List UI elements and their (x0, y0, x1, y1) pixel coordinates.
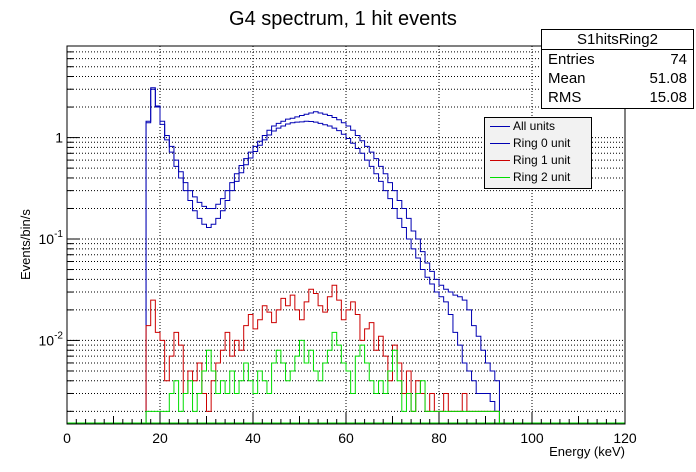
y-axis-label: Events/bin/s (18, 209, 33, 280)
legend-item-all-units: All units (485, 118, 591, 135)
x-tick-label: 20 (152, 430, 168, 446)
x-tick-label: 80 (431, 430, 447, 446)
legend-label: Ring 1 unit (513, 153, 571, 167)
stats-row-rms: RMS 15.08 (542, 88, 693, 107)
series-ring-1-unit (145, 284, 500, 424)
legend-item-ring-2: Ring 2 unit (485, 169, 591, 186)
stats-label: Entries (548, 51, 595, 68)
legend-swatch (490, 177, 510, 178)
stats-value: 74 (670, 51, 687, 68)
stats-row-mean: Mean 51.08 (542, 69, 693, 88)
legend-label: Ring 0 unit (513, 136, 571, 150)
legend: All units Ring 0 unit Ring 1 unit Ring 2… (484, 117, 592, 189)
legend-item-ring-1: Ring 1 unit (485, 152, 591, 169)
legend-swatch (490, 160, 510, 161)
stats-box: S1hitsRing2 Entries 74 Mean 51.08 RMS 15… (541, 29, 694, 109)
y-tick-label: 10-2 (39, 330, 64, 348)
series-ring-2-unit (145, 331, 500, 424)
x-tick-label: 0 (63, 430, 71, 446)
stats-title: S1hitsRing2 (542, 30, 693, 50)
series-all-units (145, 87, 500, 424)
x-axis-label: Energy (keV) (549, 444, 625, 459)
stats-value: 15.08 (649, 89, 687, 106)
chart-title: G4 spectrum, 1 hit events (229, 8, 457, 30)
legend-swatch (490, 126, 510, 127)
x-tick-label: 120 (613, 430, 637, 446)
stats-label: RMS (548, 89, 582, 106)
legend-label: All units (513, 119, 556, 133)
stats-value: 51.08 (649, 70, 687, 87)
series-ring-0-unit (145, 88, 500, 424)
x-tick-label: 60 (338, 430, 354, 446)
axes: 0 20 40 60 80 100 120 10-2 10-1 1 (39, 45, 637, 446)
legend-swatch (490, 143, 510, 144)
legend-label: Ring 2 unit (513, 170, 571, 184)
legend-item-ring-0: Ring 0 unit (485, 135, 591, 152)
y-tick-label: 1 (55, 130, 63, 146)
y-tick-label: 10-1 (39, 229, 64, 247)
x-tick-label: 100 (520, 430, 544, 446)
x-tick-label: 40 (245, 430, 261, 446)
stats-label: Mean (548, 70, 586, 87)
stats-row-entries: Entries 74 (542, 50, 693, 69)
